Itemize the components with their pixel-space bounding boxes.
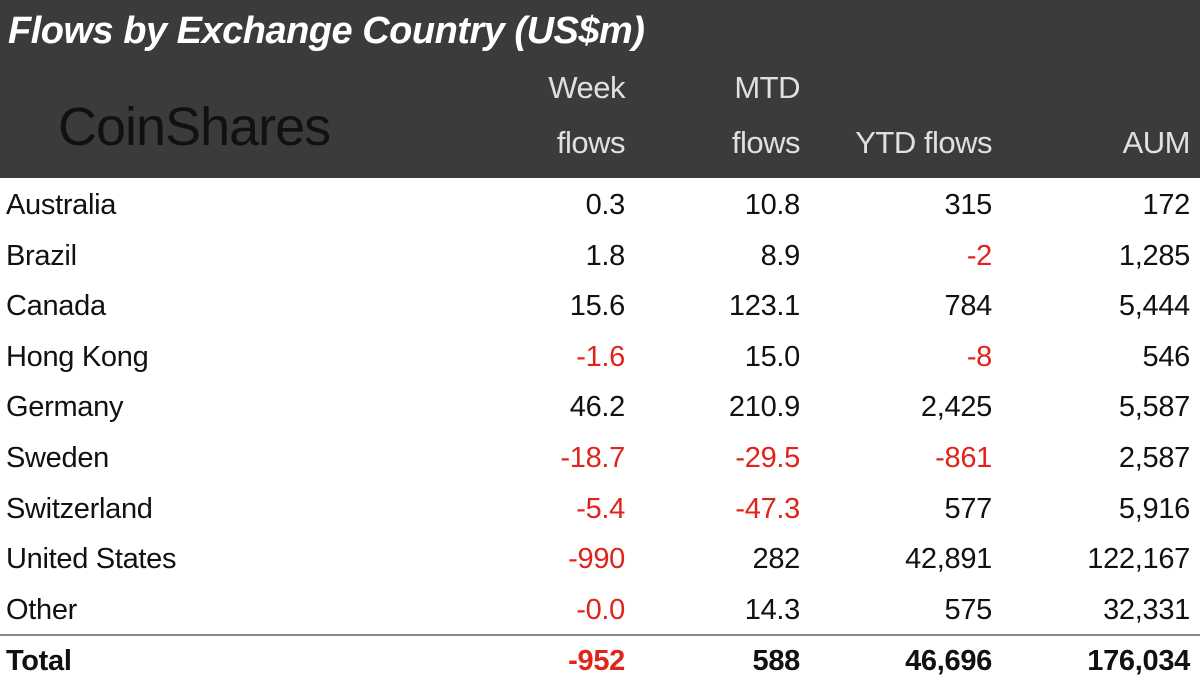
row-value: 5,444 bbox=[1118, 290, 1190, 323]
row-value: 8.9 bbox=[760, 239, 801, 272]
row-value: 1,285 bbox=[1118, 239, 1190, 272]
row-value: -5.4 bbox=[576, 492, 625, 525]
row-label: Switzerland bbox=[6, 492, 153, 525]
column-header: MTD flows bbox=[731, 70, 801, 160]
row-value: 5,587 bbox=[1118, 391, 1190, 424]
row-value: 210.9 bbox=[728, 391, 800, 424]
row-value: -8 bbox=[966, 340, 992, 373]
row-value: 315 bbox=[944, 189, 993, 221]
row-value: 5,916 bbox=[1118, 492, 1190, 525]
row-value: 784 bbox=[944, 290, 993, 323]
row-value: 14.3 bbox=[744, 593, 801, 626]
row-value: 577 bbox=[944, 492, 993, 525]
row-value: 122,167 bbox=[1087, 543, 1190, 576]
row-value: -47.3 bbox=[735, 492, 800, 525]
column-header: AUM bbox=[1122, 125, 1191, 160]
row-value: 46.2 bbox=[569, 391, 626, 424]
row-value: -29.5 bbox=[735, 442, 800, 474]
row-value: 123.1 bbox=[728, 290, 800, 323]
row-label: United States bbox=[6, 543, 177, 576]
row-value: 546 bbox=[1142, 340, 1191, 373]
row-value: -18.7 bbox=[560, 442, 625, 474]
total-value: 46,696 bbox=[905, 645, 992, 677]
row-label: Canada bbox=[6, 290, 106, 323]
total-value: 176,034 bbox=[1087, 645, 1190, 677]
total-value: -952 bbox=[568, 645, 625, 677]
logo: CoinShares bbox=[58, 97, 331, 157]
row-value: -0.0 bbox=[576, 593, 625, 626]
total-value: 588 bbox=[752, 645, 801, 677]
title: Flows by Exchange Country (US$m) bbox=[8, 10, 645, 52]
row-value: 0.3 bbox=[585, 189, 626, 221]
row-value: 15.0 bbox=[744, 340, 801, 373]
row-value: 172 bbox=[1142, 189, 1191, 221]
row-value: 15.6 bbox=[569, 290, 626, 323]
row-value: 575 bbox=[944, 593, 993, 626]
row-value: -990 bbox=[568, 543, 625, 576]
row-label: Brazil bbox=[6, 239, 77, 272]
column-header: Week flows bbox=[548, 70, 625, 160]
row-value: 2,425 bbox=[920, 391, 992, 424]
row-label: Sweden bbox=[6, 442, 109, 474]
row-value: 10.8 bbox=[744, 189, 801, 221]
column-header: YTD flows bbox=[855, 125, 992, 160]
row-value: -2 bbox=[966, 239, 992, 272]
row-value: -861 bbox=[935, 442, 992, 474]
total-separator bbox=[0, 634, 1200, 636]
row-value: 32,331 bbox=[1103, 593, 1190, 626]
header-band: Flows by Exchange Country (US$m) CoinSha… bbox=[0, 0, 1200, 178]
row-value: 42,891 bbox=[905, 543, 992, 576]
total-label: Total bbox=[6, 645, 72, 677]
row-label: Other bbox=[6, 593, 78, 626]
row-value: -1.6 bbox=[576, 340, 625, 373]
row-value: 1.8 bbox=[585, 239, 626, 272]
row-label: Germany bbox=[6, 391, 124, 424]
row-label: Hong Kong bbox=[6, 340, 149, 373]
row-value: 282 bbox=[752, 543, 801, 576]
row-value: 2,587 bbox=[1118, 442, 1190, 474]
row-label: Australia bbox=[6, 189, 117, 221]
